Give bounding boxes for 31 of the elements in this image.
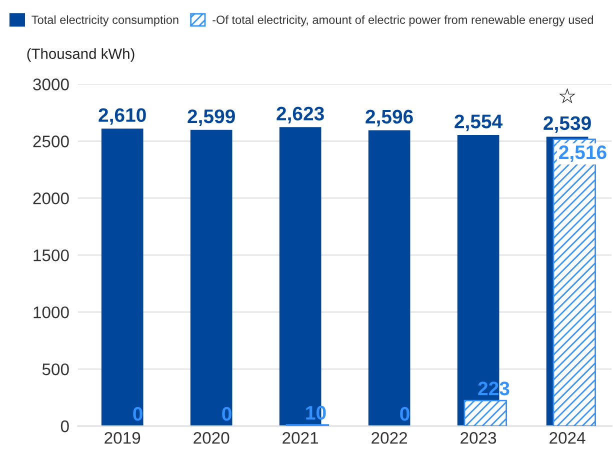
y-tick-label: 1500 xyxy=(34,249,69,262)
data-label: 2,554 xyxy=(454,114,503,132)
annotation: ☆ xyxy=(559,88,576,104)
y-tick-label: 0 xyxy=(60,420,69,432)
x-tick-label: 2021 xyxy=(282,432,318,444)
data-label: 0 xyxy=(400,407,410,421)
y-tick-label: 1000 xyxy=(34,306,69,318)
legend-label: -Of total electricity, amount of electric power from renewable energy used xyxy=(212,15,593,26)
y-tick-label: 2500 xyxy=(33,136,69,148)
bar xyxy=(368,130,410,426)
y-axis-title: (Thousand kWh) xyxy=(27,48,134,62)
y-tick-label: 2000 xyxy=(33,192,69,204)
x-tick-label: 2020 xyxy=(194,432,230,444)
x-tick-label: 2022 xyxy=(372,432,408,444)
data-label: 0 xyxy=(133,407,142,421)
y-tick-label: 500 xyxy=(42,363,69,376)
data-label: 2,610 xyxy=(98,108,146,125)
bar xyxy=(101,128,144,426)
x-tick-label: 2023 xyxy=(460,432,496,444)
data-label: 2,596 xyxy=(366,110,413,126)
data-label: 2,539 xyxy=(544,116,591,133)
x-tick-label: 2019 xyxy=(104,432,140,444)
data-label: 2,623 xyxy=(276,106,324,124)
legend-label: Total electricity consumption xyxy=(32,15,178,26)
x-tick-label: 2024 xyxy=(550,432,586,444)
data-label: 2,516 xyxy=(559,145,606,162)
bar xyxy=(190,130,232,426)
y-tick-label: 3000 xyxy=(33,78,69,90)
bar xyxy=(464,400,508,426)
data-label: 0 xyxy=(222,407,232,421)
data-label: 2,599 xyxy=(188,109,235,126)
